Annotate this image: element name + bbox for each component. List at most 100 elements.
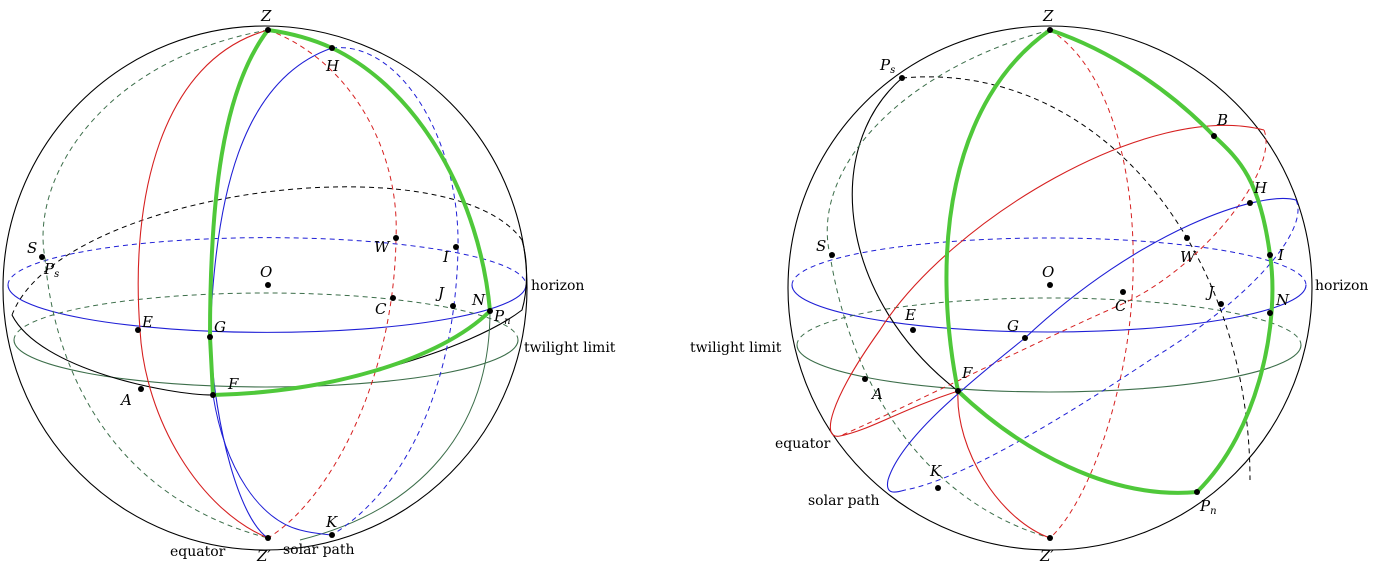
left-label-N: N (471, 291, 486, 309)
left-label-Pn: Pn (493, 307, 511, 327)
left-meridian-front (299, 310, 491, 541)
left-point-A[interactable] (138, 386, 144, 392)
left-point-Ps[interactable] (39, 254, 45, 260)
right-label-Ps: Ps (879, 56, 895, 76)
right-point-J[interactable] (1218, 301, 1224, 307)
right-point-E[interactable] (910, 327, 916, 333)
right-point-F[interactable] (955, 388, 961, 394)
right-point-Ps[interactable] (899, 75, 905, 81)
left-point-J[interactable] (450, 303, 456, 309)
left-point-K[interactable] (329, 532, 335, 538)
right-label-twilight: twilight limit (690, 340, 782, 356)
right-point-Zp[interactable] (1047, 535, 1053, 541)
left-label-equator: equator (170, 544, 226, 560)
left-label-K: K (325, 513, 338, 531)
right-sphere-outline (787, 25, 1313, 551)
left-point-O[interactable] (265, 282, 271, 288)
left-green-triangle[interactable] (208, 28, 492, 397)
right-point-A[interactable] (862, 376, 868, 382)
right-twilight-front (796, 344, 1302, 393)
left-label-S: S (27, 239, 37, 257)
right-label-B: B (1216, 111, 1228, 129)
right-label-O: O (1042, 263, 1054, 281)
right-point-H[interactable] (1247, 200, 1253, 206)
right-equator-front (829, 124, 1265, 539)
left-label-I: I (442, 248, 450, 266)
left-label-Z: Z (260, 7, 272, 25)
left-point-E[interactable] (135, 327, 141, 333)
left-label-J: J (435, 284, 445, 302)
right-point-Pn[interactable] (1194, 489, 1200, 495)
left-label-W: W (374, 238, 391, 256)
left-label-E: E (141, 313, 153, 331)
left-point-I[interactable] (453, 244, 459, 250)
left-label-Ps: Ps (43, 260, 59, 280)
left-sphere-outline (2, 25, 528, 551)
right-black-meridian-front (851, 77, 959, 392)
right-point-I[interactable] (1267, 252, 1273, 258)
right-label-S: S (816, 237, 826, 255)
left-label-Zp: Z′ (256, 547, 271, 565)
left-horizon-back (7, 237, 527, 286)
right-points (829, 27, 1273, 541)
left-point-W[interactable] (393, 235, 399, 241)
right-solar-front (886, 197, 1297, 493)
left-label-F: F (227, 375, 239, 393)
left-point-C[interactable] (390, 295, 396, 301)
right-horizon-back (791, 237, 1307, 286)
left-horizon-front (7, 284, 527, 333)
left-points (39, 27, 493, 541)
right-point-S[interactable] (829, 252, 835, 258)
left-label-twilight: twilight limit (524, 340, 616, 356)
right-point-G[interactable] (1022, 335, 1028, 341)
left-point-F[interactable] (210, 392, 216, 398)
left-label-horizon: horizon (531, 278, 584, 294)
left-point-Zp[interactable] (265, 535, 271, 541)
right-black-meridian-back (901, 76, 1251, 481)
right-point-O[interactable] (1047, 282, 1053, 288)
right-label-A: A (870, 385, 883, 403)
left-label-G: G (214, 318, 226, 336)
right-label-horizon: horizon (1315, 278, 1368, 294)
left-diagram: Z H S Ps W I O C J N Pn E G A F K Z′ hor… (2, 7, 616, 565)
right-label-Pn: Pn (1199, 497, 1217, 517)
right-label-H: H (1253, 179, 1268, 197)
left-twilight-front (13, 339, 519, 388)
right-green-triangle[interactable] (944, 28, 1275, 495)
right-label-F: F (961, 364, 973, 382)
right-equator-back2 (1049, 29, 1134, 539)
left-label-A: A (119, 391, 132, 409)
right-label-I: I (1277, 246, 1285, 264)
left-meridian-back (42, 29, 269, 539)
left-label-solar-path: solar path (283, 542, 355, 558)
right-point-N[interactable] (1267, 310, 1273, 316)
right-label-equator: equator (775, 436, 831, 452)
right-label-G: G (1007, 317, 1019, 335)
right-label-Z: Z (1042, 7, 1054, 25)
right-label-W: W (1180, 248, 1197, 266)
right-solar-back (904, 199, 1299, 491)
right-point-Z[interactable] (1047, 27, 1053, 33)
right-label-Zp: Z′ (1039, 547, 1054, 565)
right-label-J: J (1205, 283, 1215, 301)
left-equator-back (267, 29, 397, 539)
left-equator-front (137, 29, 269, 539)
left-point-Z[interactable] (265, 27, 271, 33)
right-point-C[interactable] (1120, 289, 1126, 295)
right-horizon-front (791, 284, 1307, 333)
right-label-C: C (1115, 297, 1127, 315)
left-label-H: H (325, 57, 340, 75)
right-point-W[interactable] (1184, 235, 1190, 241)
left-solar-bottom (212, 394, 333, 536)
right-equator-back (839, 129, 1267, 437)
left-point-H[interactable] (329, 45, 335, 51)
right-diagram: Z Ps B H S W I O C J N E G A F K Pn Z′ h… (690, 7, 1368, 565)
left-point-Pn[interactable] (487, 308, 493, 314)
left-label-C: C (375, 300, 387, 318)
right-label-N: N (1275, 291, 1290, 309)
right-label-K: K (929, 462, 942, 480)
right-label-solar-path: solar path (808, 493, 880, 509)
right-point-B[interactable] (1211, 133, 1217, 139)
right-point-K[interactable] (935, 485, 941, 491)
left-point-G[interactable] (207, 334, 213, 340)
